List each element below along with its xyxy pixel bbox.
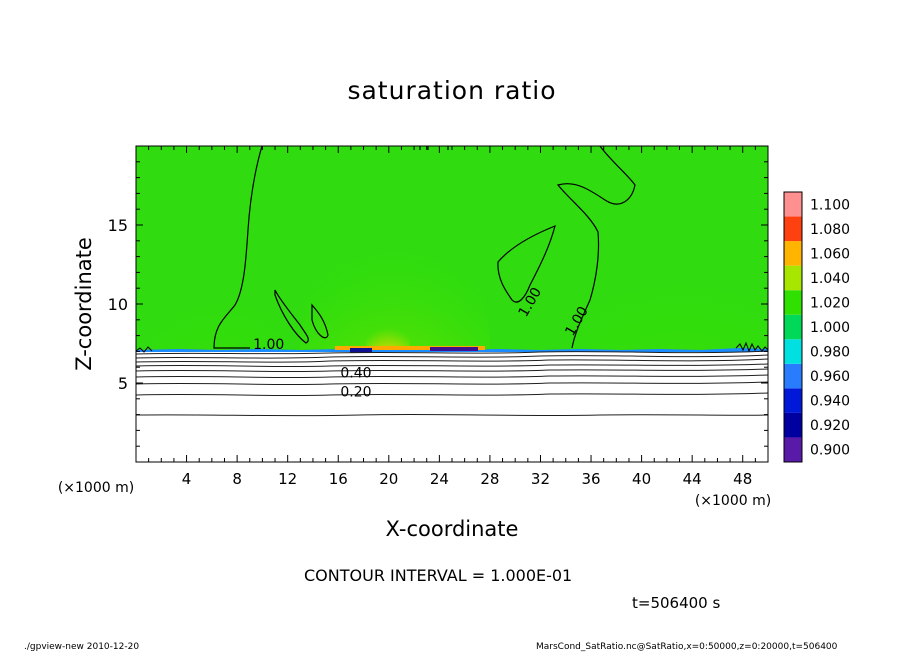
x-tick-label: 44 — [683, 470, 702, 488]
colorbar-swatch — [784, 290, 802, 315]
contour-line — [136, 368, 768, 373]
colorbar-label: 1.020 — [810, 295, 850, 311]
x-tick-label: 48 — [733, 470, 752, 488]
x-axis: 4 8 12 16 20 24 28 32 36 40 44 48 — [148, 146, 756, 488]
x-tick-label: 12 — [278, 470, 297, 488]
colorbar-label: 0.940 — [810, 394, 850, 410]
contour-label: 1.00 — [253, 337, 284, 353]
colorbar-label: 0.960 — [810, 369, 850, 385]
x-tick-label: 16 — [329, 470, 348, 488]
contour-line — [136, 413, 768, 417]
contour-line — [136, 346, 153, 353]
colorbar-label: 1.060 — [810, 246, 850, 262]
contour-line — [136, 358, 768, 363]
x-tick-label: 8 — [232, 470, 242, 488]
colorbar-swatch — [784, 216, 802, 242]
contour-line — [213, 146, 263, 349]
colorbar-label: 0.980 — [810, 345, 850, 361]
contour-interval-text: CONTOUR INTERVAL = 1.000E-01 — [304, 566, 573, 585]
x-tick-label: 36 — [581, 470, 600, 488]
chart-title: saturation ratio — [347, 76, 557, 105]
contour-label: 0.20 — [340, 384, 371, 400]
colorbar-swatch — [784, 388, 802, 413]
colorbar-swatch — [784, 437, 802, 462]
colorbar-label: 1.040 — [810, 271, 850, 287]
colorbar-swatch — [784, 241, 802, 266]
colorbar-frame — [783, 191, 803, 463]
colorbar-swatch — [784, 314, 802, 340]
x-unit-label-left: (×1000 m) — [58, 480, 134, 496]
colorbar-swatch — [784, 265, 802, 291]
colorbar-label: 1.100 — [810, 197, 850, 213]
contour-label: 0.40 — [340, 366, 371, 382]
colorbar-swatch — [784, 412, 802, 438]
colorbar-swatch — [784, 339, 802, 364]
contour-lines — [136, 146, 768, 417]
x-tick-label: 28 — [480, 470, 499, 488]
y-tick-label: 10 — [108, 295, 128, 314]
y-axis: 5 10 15 — [108, 161, 768, 447]
footer-left: ./gpview-new 2010-12-20 — [24, 642, 140, 652]
x-axis-title: X-coordinate — [386, 517, 519, 541]
y-tick-label: 5 — [118, 374, 128, 393]
contour-line — [136, 363, 768, 368]
colorbar: 0.900 0.920 0.940 0.960 0.980 1.000 1.020 1.040… — [783, 191, 850, 463]
x-tick-label: 4 — [182, 470, 192, 488]
saturation-field — [136, 146, 768, 462]
footer-right: MarsCond_SatRatio.nc@SatRatio,x=0:50000,… — [536, 642, 838, 652]
colorbar-label: 1.080 — [810, 222, 850, 238]
x-tick-label: 20 — [379, 470, 398, 488]
x-unit-label-right: (×1000 m) — [695, 493, 771, 509]
contour-line — [497, 225, 556, 303]
contour-line — [136, 354, 768, 359]
y-axis-title: Z-coordinate — [72, 237, 96, 371]
contour-line — [419, 146, 449, 150]
time-stamp: t=506400 s — [632, 594, 721, 612]
colorbar-label: 1.000 — [810, 320, 850, 336]
contour-line — [136, 392, 768, 397]
x-tick-label: 40 — [632, 470, 651, 488]
contour-line — [136, 374, 768, 379]
contour-line — [556, 146, 636, 349]
y-tick-label: 15 — [108, 216, 128, 235]
colorbar-label: 0.920 — [810, 418, 850, 434]
contour-line — [136, 350, 768, 355]
x-tick-label: 32 — [531, 470, 550, 488]
colorbar-swatch — [784, 363, 802, 389]
colorbar-swatch — [784, 192, 802, 217]
contour-line — [735, 341, 768, 353]
contour-line — [311, 303, 329, 339]
contour-line — [136, 381, 768, 386]
colorbar-label: 0.900 — [810, 443, 850, 459]
x-tick-label: 24 — [430, 470, 449, 488]
contour-line — [274, 289, 309, 344]
